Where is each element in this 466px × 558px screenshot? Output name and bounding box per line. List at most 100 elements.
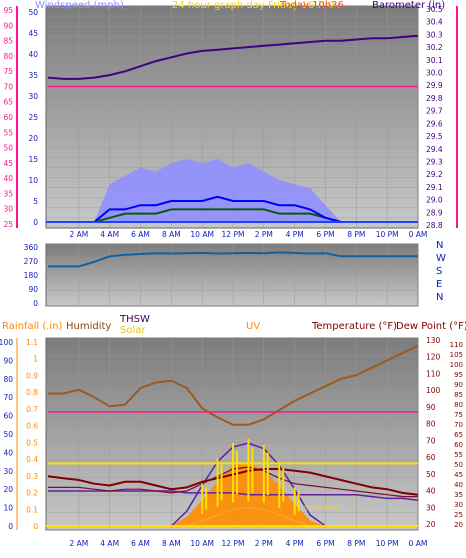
humidity-tick: 40 — [3, 448, 13, 457]
compass-label: E — [436, 279, 442, 290]
humidity-tick: 90 — [3, 356, 13, 365]
x-tick-label: 2 AM — [69, 230, 88, 239]
humidity-tick: 10 — [3, 504, 13, 513]
barometer-line — [47, 34, 419, 80]
baro-tick: 30.4 — [426, 18, 443, 27]
x-tick-label: 10 AM — [190, 230, 214, 239]
solar-label: Solar — [120, 325, 146, 336]
wind-outer-tick: 80 — [3, 52, 13, 61]
x-tick-label: 6 AM — [131, 539, 150, 548]
chart-title: 24 hour graph day Friday 16th 0... — [172, 0, 344, 11]
temperature-tick: 70 — [426, 436, 436, 445]
temperature-label: Temperature (°F) — [311, 321, 397, 332]
wind-outer-tick: 85 — [3, 37, 13, 46]
x-tick-label: 10 AM — [190, 539, 214, 548]
baro-tick: 28.9 — [426, 208, 443, 217]
x-tick-label: 10 PM — [376, 539, 399, 548]
wind-inner-tick: 50 — [28, 8, 38, 17]
temperature-tick: 100 — [426, 386, 441, 395]
wind-outer-tick: 45 — [3, 159, 13, 168]
x-tick-label: 8 PM — [347, 539, 365, 548]
humidity-tick: 0 — [8, 522, 13, 531]
baro-tick: 29.1 — [426, 183, 443, 192]
rain-tick: 0 — [33, 522, 38, 531]
temperature-tick: 50 — [426, 470, 436, 479]
rain-tick: 0.1 — [26, 505, 38, 514]
wind-inner-tick: 10 — [28, 176, 38, 185]
dew-point-tick: 25 — [454, 511, 463, 519]
wind-outer-tick: 75 — [3, 67, 13, 76]
humidity-label: Humidity — [66, 321, 111, 332]
baro-tick: 30.5 — [426, 5, 443, 14]
compass-label: W — [436, 253, 446, 264]
baro-tick: 29.5 — [426, 132, 443, 141]
wind-outer-tick: 60 — [3, 113, 13, 122]
x-tick-label: 4 PM — [286, 539, 304, 548]
rain-tick: 0.8 — [26, 388, 38, 397]
today-overlay: Today 10h36 — [279, 0, 344, 11]
dew-point-tick: 50 — [454, 461, 463, 469]
x-tick-label: 2 PM — [255, 539, 273, 548]
humidity-tick: 50 — [3, 430, 13, 439]
dew-point-tick: 70 — [454, 421, 463, 429]
direction-tick: 90 — [28, 285, 38, 294]
wind-inner-tick: 15 — [28, 155, 38, 164]
temperature-tick: 20 — [426, 520, 436, 529]
x-tick-label: 4 PM — [286, 230, 304, 239]
dew-point-tick: 90 — [454, 381, 463, 389]
x-tick-label: 2 AM — [69, 539, 88, 548]
temperature-tick: 30 — [426, 503, 436, 512]
x-tick-label: 10 PM — [376, 230, 399, 239]
wind-inner-tick: 20 — [28, 134, 38, 143]
dew-point-tick: 35 — [454, 491, 463, 499]
baro-tick: 29.7 — [426, 107, 443, 116]
dew-point-tick: 100 — [450, 361, 463, 369]
temperature-tick: 90 — [426, 403, 436, 412]
dew-point-tick: 45 — [454, 471, 463, 479]
wind-outer-tick: 30 — [3, 205, 13, 214]
temperature-tick: 60 — [426, 453, 436, 462]
uv-label: UV — [246, 321, 260, 332]
x-tick-label: 4 AM — [100, 539, 119, 548]
x-tick-label: 8 AM — [162, 539, 181, 548]
thsw-label: THSW — [119, 314, 150, 325]
rainfall-label: Rainfall (.in) — [2, 321, 63, 332]
x-tick-label: 12 PM — [222, 230, 245, 239]
temperature-tick: 120 — [426, 353, 441, 362]
dew-point-tick: 105 — [450, 351, 463, 359]
solar-max-annotation: Solar Max — [304, 504, 339, 512]
temperature-tick: 80 — [426, 420, 436, 429]
dew-point-tick: 85 — [454, 391, 463, 399]
humidity-tick: 70 — [3, 393, 13, 402]
wind-outer-tick: 65 — [3, 98, 13, 107]
baro-tick: 29.0 — [426, 196, 443, 205]
rain-tick: 1.1 — [26, 338, 38, 347]
x-tick-label: 8 AM — [162, 230, 181, 239]
x-tick-label: 2 PM — [255, 230, 273, 239]
barometer-label: Barometer (in) — [372, 0, 445, 11]
direction-tick: 180 — [24, 271, 39, 280]
wind-outer-tick: 95 — [3, 6, 13, 15]
wind-outer-tick: 90 — [3, 21, 13, 30]
compass-label: N — [436, 292, 443, 303]
rain-tick: 0.9 — [26, 371, 38, 380]
baro-tick: 29.3 — [426, 157, 443, 166]
x-tick-label: 0 AM — [409, 539, 428, 548]
wind-outer-tick: 50 — [3, 144, 13, 153]
dew-point-tick: 80 — [454, 401, 463, 409]
rain-tick: 1 — [33, 355, 38, 364]
rain-tick: 0.7 — [26, 405, 38, 414]
baro-tick: 28.8 — [426, 221, 443, 230]
rain-tick: 0.5 — [26, 438, 38, 447]
direction-tick: 360 — [24, 243, 39, 252]
dew-point-tick: 75 — [454, 411, 463, 419]
dew-point-tick: 20 — [454, 521, 463, 529]
humidity-tick: 80 — [3, 375, 13, 384]
compass-label: N — [436, 240, 443, 251]
wind-high-area — [48, 159, 418, 222]
wind-inner-tick: 30 — [28, 92, 38, 101]
humidity-line — [48, 344, 419, 426]
x-tick-label: 8 PM — [347, 230, 365, 239]
